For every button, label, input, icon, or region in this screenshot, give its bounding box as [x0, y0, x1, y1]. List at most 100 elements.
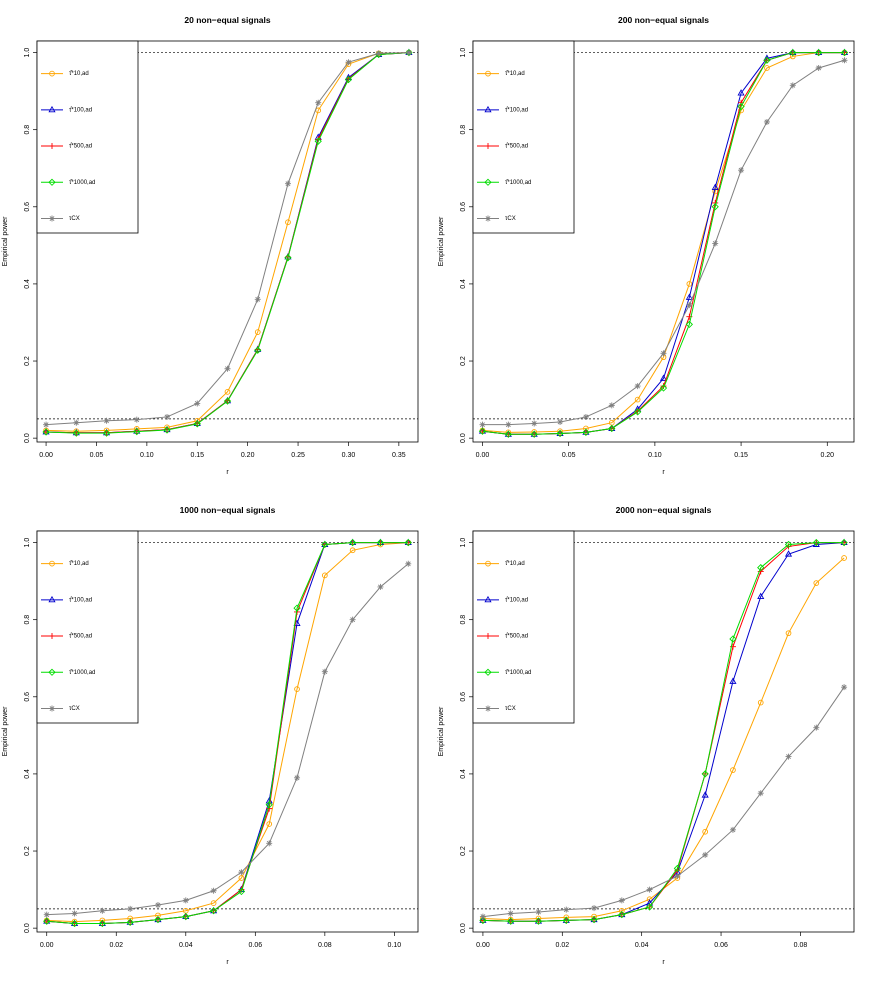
series-line [482, 542, 845, 922]
data-point [43, 421, 50, 428]
data-point [729, 635, 737, 643]
legend-label: τ̂*100,ad [69, 107, 92, 113]
legend-swatch-marker [485, 560, 491, 567]
data-point [530, 430, 538, 438]
data-point [729, 677, 737, 684]
data-point [133, 427, 141, 436]
series [479, 684, 848, 920]
x-axis-label: r [226, 959, 229, 966]
data-point [182, 897, 189, 904]
data-point [42, 428, 50, 436]
data-point [646, 886, 653, 893]
y-tick-label: 0.2 [24, 356, 31, 366]
legend-swatch-marker [49, 70, 55, 77]
legend-swatch-marker [485, 633, 491, 640]
series-line [46, 52, 409, 434]
x-tick-label: 0.02 [109, 942, 123, 949]
data-point [618, 911, 626, 919]
data-point [785, 753, 792, 760]
data-point [405, 49, 412, 56]
data-point [405, 560, 412, 567]
series [43, 538, 412, 928]
legend-swatch-marker [485, 215, 491, 222]
data-point [349, 616, 356, 623]
x-tick-label: 0.20 [241, 452, 255, 459]
data-point [224, 389, 231, 395]
legend-swatch-marker [49, 633, 55, 640]
y-tick-label: 0.8 [24, 615, 31, 625]
legend-label: τ̂*500,ad [505, 634, 528, 640]
data-point [237, 887, 246, 896]
data-point [70, 919, 79, 928]
data-point [634, 383, 641, 390]
data-point [127, 905, 134, 912]
y-tick-label: 0.4 [24, 279, 31, 289]
data-point [701, 770, 709, 778]
data-point [813, 580, 820, 586]
legend-swatch-marker [49, 215, 55, 222]
data-point [730, 767, 736, 773]
data-point [238, 875, 245, 881]
data-point [660, 350, 667, 357]
series [43, 560, 412, 918]
legend-swatch-marker [48, 668, 56, 676]
data-point [43, 917, 51, 925]
data-point [686, 302, 693, 309]
x-tick-label: 0.08 [318, 942, 332, 949]
plot-frame [472, 40, 855, 443]
chart-title: 200 non−equal signals [618, 15, 709, 25]
legend-label: τCX [69, 706, 80, 712]
legend-box [36, 530, 139, 724]
data-point [701, 791, 709, 798]
data-point [729, 826, 736, 833]
data-point [505, 421, 512, 428]
data-point [712, 240, 719, 247]
legend-label: τ̂*10,ad [69, 561, 89, 567]
legend-swatch-marker [485, 143, 491, 150]
data-point [763, 118, 770, 125]
y-tick-label: 0.0 [460, 433, 467, 443]
plot-frame [472, 530, 855, 933]
legend-label: τCX [505, 216, 516, 222]
data-point [686, 281, 693, 287]
legend-label: τ̂*1000,ad [69, 670, 95, 676]
x-tick-label: 0.30 [342, 452, 356, 459]
data-point [757, 592, 765, 599]
legend-box [472, 530, 575, 724]
data-point [784, 540, 793, 549]
data-point [102, 429, 111, 437]
data-point [737, 89, 745, 96]
y-tick-label: 0.0 [24, 433, 31, 443]
data-point [73, 419, 80, 426]
legend-swatch-marker [484, 105, 492, 113]
data-point [284, 180, 291, 187]
y-axis-label: Empirical power [438, 216, 445, 266]
data-point [210, 887, 217, 894]
data-point [608, 402, 615, 409]
data-point [659, 374, 668, 381]
data-point [377, 583, 384, 590]
y-tick-label: 0.6 [460, 692, 467, 702]
x-tick-label: 0.10 [140, 452, 154, 459]
legend-swatch-marker [484, 178, 492, 186]
data-point [645, 903, 654, 911]
data-point [182, 912, 190, 921]
data-point [284, 254, 292, 262]
legend-label: τ̂*10,ad [505, 71, 525, 77]
data-point [764, 65, 770, 71]
data-point [194, 400, 201, 407]
data-point [590, 916, 598, 924]
data-point [479, 421, 486, 428]
series [479, 57, 848, 428]
y-tick-label: 1.0 [24, 48, 31, 58]
data-point [757, 790, 764, 797]
x-tick-label: 0.10 [648, 452, 662, 459]
data-point [556, 429, 564, 438]
legend-label: τ̂*500,ad [505, 144, 528, 150]
chart-title: 1000 non−equal signals [180, 505, 276, 515]
data-point [813, 724, 820, 731]
y-axis-label: Empirical power [2, 216, 9, 266]
legend: τ̂*10,ad τ̂*100,ad τ̂*500,ad τ̂*1000,ad τCX [36, 40, 139, 234]
x-tick-label: 0.04 [635, 942, 649, 949]
